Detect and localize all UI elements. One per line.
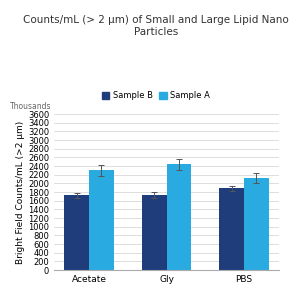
Legend: Sample B, Sample A: Sample B, Sample A (99, 88, 213, 104)
Y-axis label: Bright Field Counts/mL (>2 μm): Bright Field Counts/mL (>2 μm) (16, 120, 25, 264)
Bar (142, 195, 167, 270)
Text: Thousands: Thousands (10, 102, 52, 111)
Bar (167, 164, 191, 270)
Text: Counts/mL (> 2 μm) of Small and Large Lipid Nano
Particles: Counts/mL (> 2 μm) of Small and Large Li… (23, 15, 289, 37)
Bar (219, 188, 244, 270)
Bar (64, 196, 89, 270)
Bar (89, 170, 114, 270)
Bar (244, 178, 269, 270)
